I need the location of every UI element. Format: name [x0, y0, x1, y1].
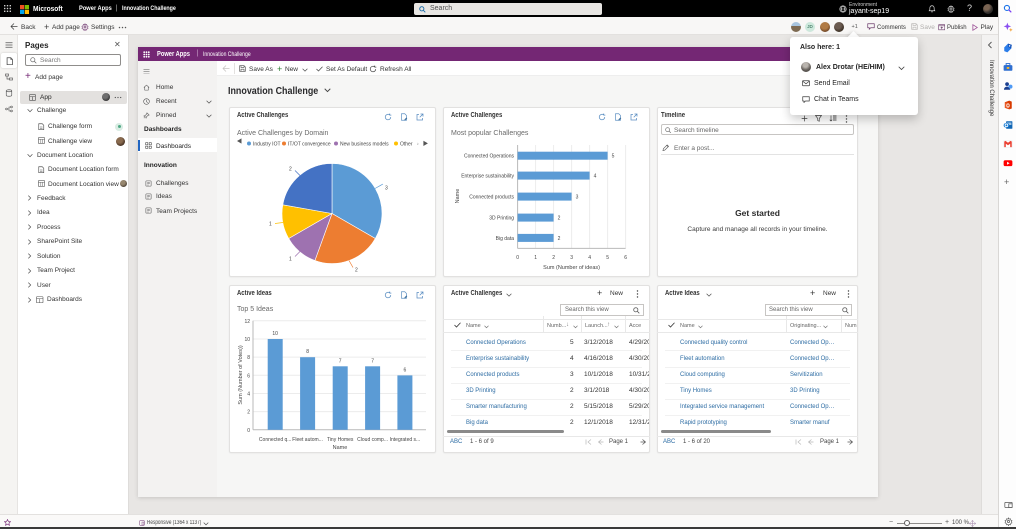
svg-text:3: 3 [385, 186, 388, 192]
svg-text:0: 0 [247, 428, 250, 434]
svg-text:IT/OT convergence: IT/OT convergence [288, 142, 331, 148]
svg-text:Integrated s...: Integrated s... [390, 437, 421, 443]
svg-text:›: › [417, 142, 419, 148]
svg-text:Cloud comp...: Cloud comp... [357, 437, 388, 443]
svg-text:2: 2 [552, 255, 555, 261]
svg-text:5: 5 [606, 255, 609, 261]
svg-text:4: 4 [247, 392, 250, 398]
svg-text:Connected Operations: Connected Operations [464, 154, 515, 160]
svg-text:3D Printing: 3D Printing [489, 216, 514, 222]
svg-text:Enterprise sustainability: Enterprise sustainability [461, 174, 514, 180]
svg-text:6: 6 [247, 373, 250, 379]
svg-text:4: 4 [588, 255, 591, 261]
svg-text:1: 1 [289, 257, 292, 263]
svg-text:3: 3 [570, 255, 573, 261]
svg-text:Big data: Big data [496, 236, 515, 242]
svg-text:Name: Name [455, 189, 461, 204]
svg-text:2: 2 [558, 216, 561, 222]
svg-text:Other: Other [400, 142, 413, 148]
svg-text:2: 2 [289, 167, 292, 173]
svg-text:5: 5 [612, 154, 615, 160]
svg-text:Name: Name [333, 445, 348, 451]
svg-text:Connected products: Connected products [469, 195, 514, 201]
svg-text:Fleet autom...: Fleet autom... [292, 437, 323, 443]
svg-text:Industry IOT: Industry IOT [253, 142, 281, 148]
svg-text:10: 10 [272, 331, 278, 337]
svg-text:3: 3 [576, 195, 579, 201]
svg-text:Sum (Number of ideas): Sum (Number of ideas) [543, 265, 600, 271]
svg-text:12: 12 [244, 319, 250, 325]
svg-text:8: 8 [247, 355, 250, 361]
svg-text:10: 10 [244, 337, 250, 343]
svg-text:7: 7 [339, 358, 342, 364]
svg-text:2: 2 [355, 268, 358, 274]
svg-text:Tiny Homes: Tiny Homes [327, 437, 354, 443]
svg-text:1: 1 [269, 222, 272, 228]
svg-text:6: 6 [404, 367, 407, 373]
svg-text:8: 8 [306, 349, 309, 355]
svg-text:1: 1 [534, 255, 537, 261]
svg-text:2: 2 [247, 410, 250, 416]
svg-text:0: 0 [516, 255, 519, 261]
svg-text:2: 2 [558, 236, 561, 242]
svg-text:New business models: New business models [340, 142, 389, 148]
svg-text:7: 7 [371, 358, 374, 364]
svg-text:Connected q...: Connected q... [259, 437, 292, 443]
svg-text:4: 4 [594, 174, 597, 180]
svg-text:6: 6 [624, 255, 627, 261]
svg-text:Sum (Number of Votes)): Sum (Number of Votes)) [238, 345, 244, 404]
